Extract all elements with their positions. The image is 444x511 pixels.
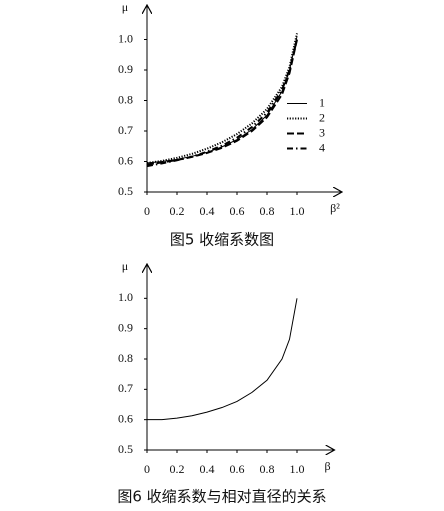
legend-label: 1 (319, 95, 325, 109)
y-tick-label: 0.5 (118, 184, 133, 198)
x-tick-label: 0.4 (200, 204, 215, 218)
legend-label: 3 (319, 125, 325, 139)
y-tick-label: 0.8 (118, 351, 133, 365)
series-line (146, 33, 298, 165)
caption: 图6 收缩系数与相对直径的关系 (117, 488, 326, 506)
x-tick-label: 0.4 (200, 462, 215, 476)
series-line (146, 39, 298, 168)
caption: 图5 收缩系数图 (170, 231, 274, 249)
x-tick-label: 1.0 (290, 462, 305, 476)
x-tick-label: 0 (144, 462, 150, 476)
series-line (147, 298, 298, 421)
x-tick-label: 0.8 (260, 462, 275, 476)
legend-label: 2 (319, 110, 325, 124)
series-line (146, 39, 298, 166)
y-tick-label: 0.7 (118, 381, 133, 395)
x-tick-label: 0.2 (170, 204, 185, 218)
x-tick-label: 0.6 (230, 204, 245, 218)
x-tick-label: 0.6 (230, 462, 245, 476)
x-tick-label: 0.2 (170, 462, 185, 476)
y-tick-label: 0.6 (118, 411, 133, 425)
x-axis-label: β² (330, 201, 340, 215)
y-tick-label: 1.0 (118, 290, 133, 304)
y-tick-label: 0.6 (118, 153, 133, 167)
y-tick-label: 0.8 (118, 92, 133, 106)
x-axis-label: β (324, 459, 330, 473)
y-tick-label: 0.9 (118, 62, 133, 76)
y-axis-label: μ (122, 0, 128, 14)
x-tick-label: 0 (144, 204, 150, 218)
y-tick-label: 1.0 (118, 31, 133, 45)
y-tick-label: 0.9 (118, 320, 133, 334)
y-axis-label: μ (122, 259, 128, 273)
y-tick-label: 0.7 (118, 123, 133, 137)
legend-label: 4 (319, 140, 325, 154)
x-tick-label: 1.0 (290, 204, 305, 218)
x-tick-label: 0.8 (260, 204, 275, 218)
y-tick-label: 0.5 (118, 442, 133, 456)
